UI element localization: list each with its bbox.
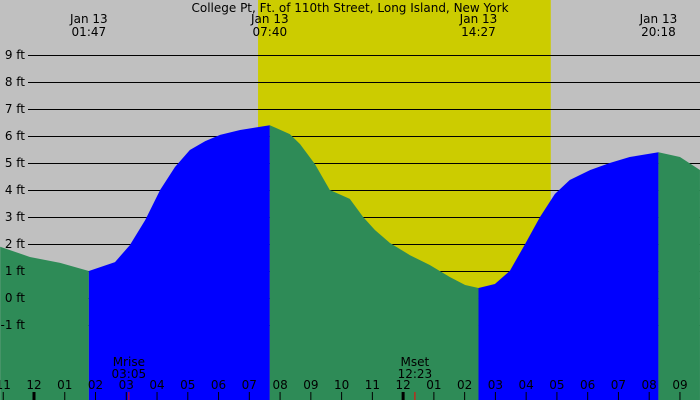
- y-tick-label: 9 ft: [5, 48, 25, 62]
- tide-extreme-date: Jan 13: [459, 12, 498, 26]
- y-tick-label: -1 ft: [1, 318, 26, 332]
- y-tick-label: 4 ft: [5, 183, 25, 197]
- y-tick-label: 2 ft: [5, 237, 25, 251]
- falling-tide-area: [269, 125, 479, 400]
- y-tick-label: 0 ft: [5, 291, 25, 305]
- tide-extreme-time: 07:40: [253, 25, 288, 39]
- x-tick-label: 03: [119, 378, 134, 392]
- moon-event-time: 12:23: [398, 367, 433, 381]
- rising-tide-area: [478, 152, 659, 400]
- x-tick-label: 08: [642, 378, 657, 392]
- y-tick-label: 3 ft: [5, 210, 25, 224]
- moon-event-label: Mrise: [113, 355, 145, 369]
- tide-extreme-date: Jan 13: [639, 12, 678, 26]
- x-tick-label: 11: [365, 378, 380, 392]
- x-tick-label: 09: [303, 378, 318, 392]
- x-tick-label: 06: [211, 378, 226, 392]
- tide-extreme-time: 01:47: [72, 25, 107, 39]
- x-tick-label: 08: [272, 378, 287, 392]
- x-tick-label: 07: [242, 378, 257, 392]
- y-tick-label: 7 ft: [5, 102, 25, 116]
- x-tick-label: 05: [180, 378, 195, 392]
- tide-extreme-time: 14:27: [461, 25, 496, 39]
- y-tick-label: 8 ft: [5, 75, 25, 89]
- x-tick-label: 09: [672, 378, 687, 392]
- x-tick-label: 02: [88, 378, 103, 392]
- falling-tide-area: [658, 152, 700, 400]
- y-tick-label: 1 ft: [5, 264, 25, 278]
- moon-event-label: Mset: [401, 355, 430, 369]
- tide-areas: [0, 125, 700, 400]
- tide-extreme-date: Jan 13: [250, 12, 289, 26]
- x-tick-label: 04: [149, 378, 164, 392]
- chart-title: College Pt, Ft. of 110th Street, Long Is…: [191, 1, 508, 15]
- x-tick-label: 01: [57, 378, 72, 392]
- y-tick-label: 5 ft: [5, 156, 25, 170]
- x-axis-ticks: 11 12 01 02 03 04 05 06 07 08 09 10 11 12 01 02 03 04 05 06…: [0, 378, 688, 400]
- x-tick-label: 01: [426, 378, 441, 392]
- rising-tide-area: [88, 125, 270, 400]
- x-tick-label: 02: [457, 378, 472, 392]
- x-tick-label: 12: [395, 378, 410, 392]
- y-axis-labels: 9 ft 8 ft 7 ft 6 ft 5 ft 4 ft 3 ft 2 ft 1 ft 0 ft…: [1, 48, 26, 332]
- moon-event-time: 03:05: [112, 367, 147, 381]
- x-tick-label: 11: [0, 378, 11, 392]
- tide-extreme-date: Jan 13: [69, 12, 108, 26]
- x-tick-label: 03: [488, 378, 503, 392]
- x-tick-label: 12: [26, 378, 41, 392]
- x-tick-label: 07: [611, 378, 626, 392]
- x-tick-label: 06: [580, 378, 595, 392]
- falling-tide-area: [0, 246, 89, 400]
- x-tick-label: 10: [334, 378, 349, 392]
- x-tick-label: 04: [519, 378, 534, 392]
- tide-extreme-time: 20:18: [641, 25, 676, 39]
- y-tick-label: 6 ft: [5, 129, 25, 143]
- x-tick-label: 05: [549, 378, 564, 392]
